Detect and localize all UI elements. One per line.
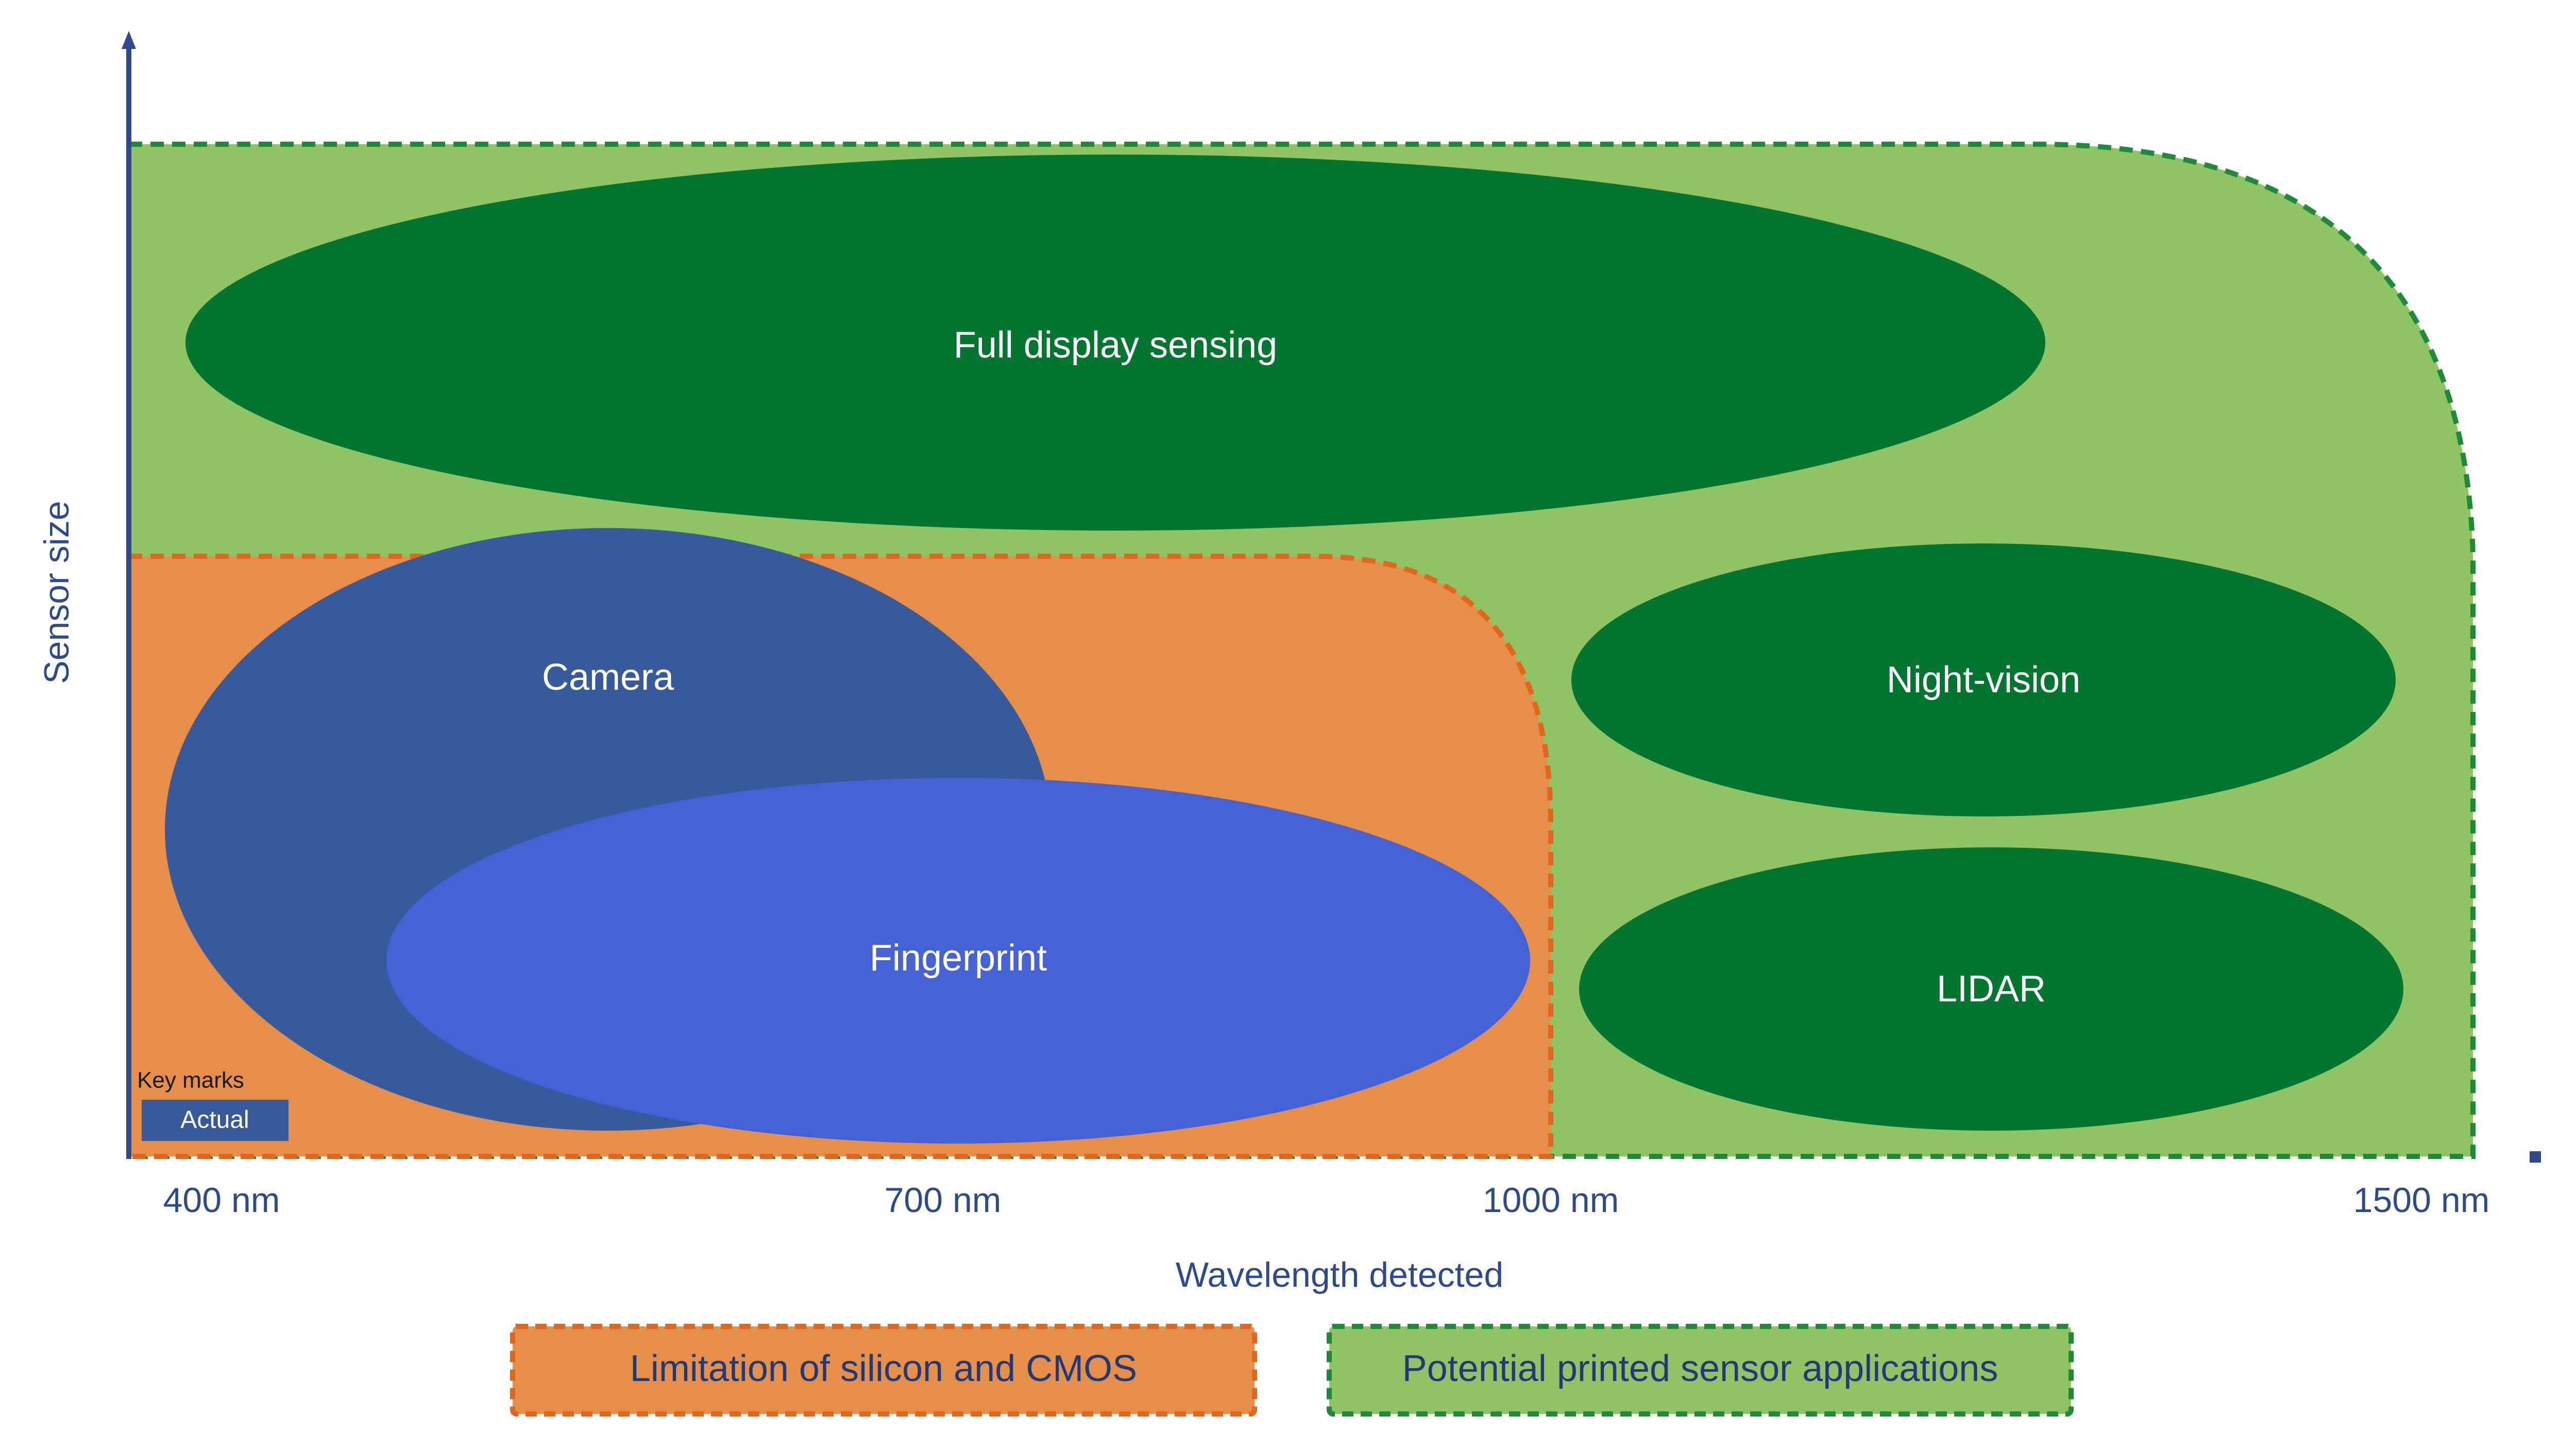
lidar-bubble xyxy=(1579,847,2403,1131)
legend-potential-label: Potential printed sensor applications xyxy=(1402,1348,1998,1389)
night-vision-bubble xyxy=(1571,543,2396,816)
y-axis-arrow-icon xyxy=(122,31,136,49)
key-actual-label: Actual xyxy=(180,1106,249,1134)
fingerprint-label: Fingerprint xyxy=(870,937,1047,979)
x-tick-1500: 1500 nm xyxy=(2353,1181,2490,1220)
full-display-sensing-label: Full display sensing xyxy=(954,325,1277,366)
key-mark-label: Key marks xyxy=(137,1068,244,1093)
fingerprint-bubble xyxy=(386,778,1530,1144)
x-tick-700: 700 nm xyxy=(885,1181,1002,1220)
legend-limitation-box xyxy=(510,1324,1257,1417)
night-vision-label: Night-vision xyxy=(1887,659,2080,701)
legend-potential-box xyxy=(1327,1324,2074,1417)
x-tick-400: 400 nm xyxy=(163,1181,280,1220)
full-display-sensing-bubble xyxy=(185,155,2045,531)
key-actual-box xyxy=(142,1100,289,1141)
x-axis-end-marker xyxy=(2530,1151,2541,1163)
x-axis-label: Wavelength detected xyxy=(1176,1255,1503,1294)
lidar-label: LIDAR xyxy=(1937,968,2046,1010)
camera-label: Camera xyxy=(542,657,674,698)
x-tick-1000: 1000 nm xyxy=(1483,1181,1619,1220)
y-axis-label: Sensor size xyxy=(37,501,76,684)
legend-limitation-label: Limitation of silicon and CMOS xyxy=(630,1348,1137,1389)
